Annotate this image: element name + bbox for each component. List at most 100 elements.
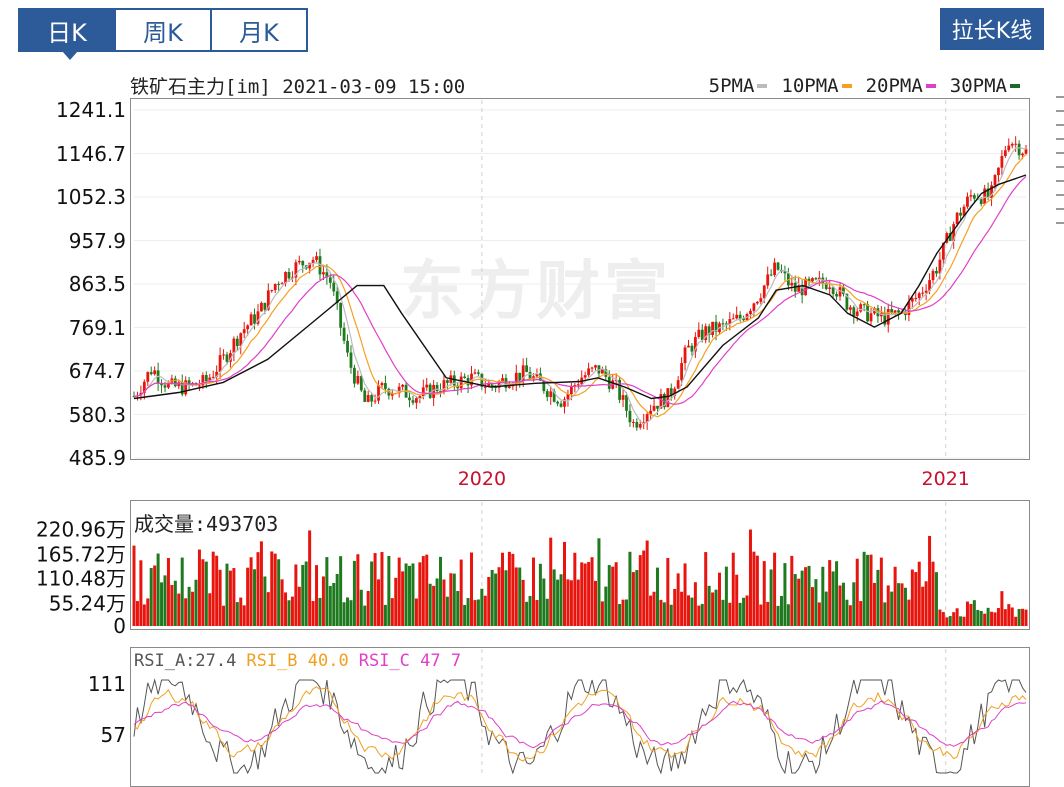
volume-bar (569, 580, 573, 626)
volume-bar (618, 604, 622, 626)
candle-body (800, 285, 804, 296)
extend-kline-button[interactable]: 拉长K线 (940, 8, 1044, 50)
volume-bar (662, 602, 666, 626)
volume-bar (800, 570, 804, 626)
rsi-c-line (133, 700, 1027, 749)
volume-bar (249, 557, 253, 626)
candle-body (435, 384, 439, 392)
candle-body (256, 311, 260, 324)
candle-body (993, 175, 997, 186)
rsi-tick-label: 111 (87, 672, 126, 696)
candle-body (728, 319, 732, 325)
candle-body (542, 380, 546, 392)
volume-bar (986, 607, 990, 626)
volume-tick-label: 55.24万 (48, 591, 126, 615)
candle-body (232, 338, 236, 354)
volume-bar (139, 560, 143, 626)
volume-bar (990, 611, 994, 626)
candle-body (638, 424, 642, 428)
volume-bar (259, 541, 263, 626)
volume-bar (897, 583, 901, 626)
candle-body (273, 283, 277, 291)
candle-body (669, 388, 673, 396)
candle-body (432, 384, 436, 398)
volume-bar (256, 552, 260, 626)
volume-bar (504, 570, 508, 626)
price-tick-label: 580.3 (68, 402, 126, 427)
volume-bar (418, 562, 422, 626)
volume-bar (404, 563, 408, 626)
candle-body (1021, 153, 1024, 156)
candle-body (167, 382, 170, 388)
volume-bar (955, 608, 959, 626)
candle-body (1000, 156, 1004, 168)
candle-body (924, 290, 928, 293)
volume-bar (339, 556, 343, 626)
volume-bar (549, 537, 553, 626)
volume-bar (456, 591, 460, 626)
candle-body (938, 259, 942, 274)
volume-bar (377, 579, 381, 626)
volume-bar (686, 595, 690, 626)
volume-bar (507, 551, 511, 626)
volume-bar (855, 558, 859, 626)
candle-body (439, 391, 442, 393)
volume-bar (166, 558, 170, 626)
legend-5pma-swatch (757, 83, 768, 88)
candle-body (342, 327, 346, 341)
volume-bar (879, 557, 883, 626)
volume-bar (442, 579, 446, 626)
candle-body (428, 384, 432, 398)
volume-bar (445, 596, 449, 626)
candle-body (149, 372, 153, 375)
volume-bar (194, 579, 198, 626)
candle-body (418, 396, 422, 399)
volume-bar (538, 563, 542, 626)
watermark: 东方财富 (400, 255, 672, 329)
volume-bar (817, 602, 821, 626)
candle-body (952, 224, 956, 241)
volume-bar (497, 567, 501, 626)
candle-body (328, 277, 332, 283)
volume-bar (917, 561, 921, 626)
volume-bar (352, 560, 356, 626)
candle-body (707, 326, 711, 335)
candle-body (659, 394, 663, 409)
candle-body (494, 386, 498, 388)
volume-bar (452, 573, 456, 626)
volume-bar (883, 602, 887, 626)
candle-body (308, 262, 312, 269)
volume-bar (1003, 609, 1007, 626)
candle-body (318, 256, 322, 275)
candle-body (384, 383, 387, 389)
volume-bar (294, 564, 298, 626)
volume-bar (903, 587, 907, 626)
volume-bar (435, 578, 439, 626)
volume-bar (439, 556, 443, 626)
volume-bar (1024, 609, 1028, 626)
volume-bar (669, 604, 673, 626)
tab-daily[interactable]: 日K (18, 8, 116, 60)
candle-body (470, 373, 473, 386)
rsi-c-label: RSI_C 47 7 (358, 651, 462, 671)
candle-body (990, 185, 993, 198)
volume-bar (934, 572, 938, 626)
candle-body (666, 388, 670, 408)
candle-body (680, 363, 683, 381)
tab-monthly[interactable]: 月K (210, 8, 308, 52)
candle-body (673, 388, 677, 396)
volume-bar (838, 585, 842, 626)
volume-bar (735, 574, 739, 626)
volume-bar (328, 585, 332, 626)
candle-body (501, 378, 504, 382)
volume-bar (191, 591, 195, 626)
volume-bar (645, 540, 649, 626)
candle-body (173, 378, 177, 387)
candle-body (297, 260, 301, 263)
volume-bar (742, 597, 746, 626)
price-tick-label: 674.7 (68, 359, 126, 383)
price-tick-label: 1052.3 (56, 185, 126, 209)
candle-body (284, 272, 287, 284)
volume-bar (235, 602, 239, 626)
